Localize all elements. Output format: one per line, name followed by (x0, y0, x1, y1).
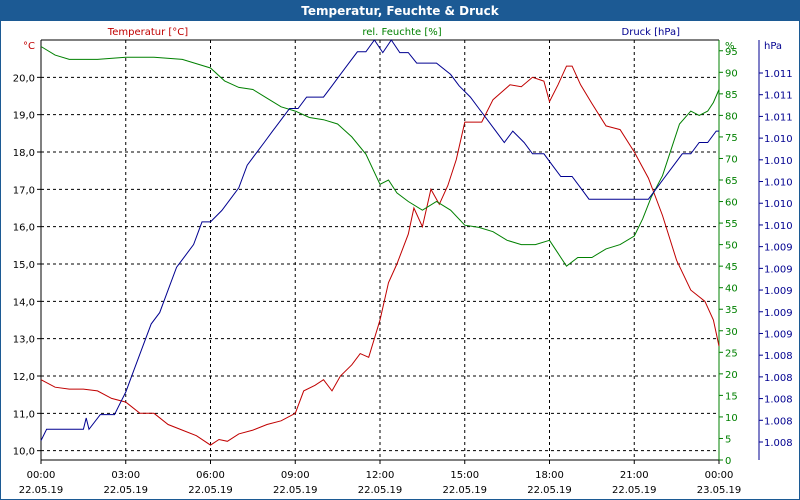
x-tick-time: 06:00 (196, 470, 225, 481)
y-humidity-tick-label: 40 (725, 284, 738, 295)
axis-labels: °C% hPa Temperatur [°C] rel. Feuchte [%] Dru… (23, 27, 782, 52)
y-humidity-tick-label: 60 (725, 198, 738, 209)
y-humidity-tick-label: 10 (725, 413, 738, 424)
y-pressure-tick-label: 1.011 (764, 69, 793, 80)
y-pressure-tick-label: 1.009 (764, 264, 793, 275)
humidity-unit-label: % (725, 41, 735, 52)
y-humidity-tick-label: 45 (725, 262, 738, 273)
y-humidity-tick-label: 20 (725, 370, 738, 381)
y-humidity-tick-label: 15 (725, 391, 738, 402)
x-tick-date: 22.05.19 (188, 485, 233, 496)
y-pressure-tick-label: 1.010 (764, 134, 793, 145)
x-tick-time: 00:00 (705, 470, 734, 481)
chart-title: Temperatur, Feuchte & Druck (1, 1, 799, 21)
y-pressure-tick-label: 1.009 (764, 243, 793, 254)
y-humidity-tick-label: 35 (725, 305, 738, 316)
y-left-tick-label: 18,0 (13, 148, 35, 159)
y-pressure-tick-label: 1.008 (764, 416, 793, 427)
y-pressure-tick-label: 1.009 (764, 286, 793, 297)
y-pressure-tick-label: 1.010 (764, 199, 793, 210)
x-tick-time: 21:00 (620, 470, 649, 481)
y-pressure-tick-label: 1.009 (764, 308, 793, 319)
y-pressure-tick-label: 1.008 (764, 373, 793, 384)
pressure-unit-label: hPa (764, 41, 782, 52)
y-humidity-tick-label: 75 (725, 133, 738, 144)
y-pressure-tick-label: 1.009 (764, 329, 793, 340)
legend-temperature: Temperatur [°C] (107, 27, 188, 38)
y-humidity-tick-label: 95 (725, 47, 738, 58)
x-tick-date: 22.05.19 (442, 485, 487, 496)
y-left-tick-label: 11,0 (13, 409, 35, 420)
y-humidity-tick-label: 80 (725, 111, 738, 122)
series-line-humidity (40, 46, 720, 267)
x-tick-time: 00:00 (27, 470, 56, 481)
y-humidity-tick-label: 0 (725, 456, 731, 467)
x-tick-date: 22.05.19 (273, 485, 318, 496)
x-tick-date: 22.05.19 (19, 485, 64, 496)
y-left-tick-label: 16,0 (13, 223, 35, 234)
y-humidity-tick-label: 5 (725, 434, 731, 445)
y-left-tick-label: 17,0 (13, 185, 35, 196)
y-pressure-tick-label: 1.008 (764, 351, 793, 362)
y-pressure-tick-label: 1.011 (764, 91, 793, 102)
axis-lines (37, 39, 763, 464)
y-humidity-tick-label: 70 (725, 154, 738, 165)
y-left-tick-label: 15,0 (13, 260, 35, 271)
legend-pressure: Druck [hPa] (622, 27, 681, 38)
y-left-tick-label: 10,0 (13, 447, 35, 458)
y-left-tick-label: 19,0 (13, 111, 35, 122)
series-lines (40, 39, 720, 446)
x-tick-time: 03:00 (111, 470, 140, 481)
y-pressure-tick-label: 1.011 (764, 112, 793, 123)
x-tick-date: 22.05.19 (527, 485, 572, 496)
series-line-pressure (40, 39, 719, 441)
legend-humidity: rel. Feuchte [%] (362, 27, 441, 38)
y-humidity-tick-label: 50 (725, 241, 738, 252)
grid-lines (41, 40, 719, 460)
x-tick-time: 15:00 (450, 470, 479, 481)
y-pressure-tick-label: 1.008 (764, 395, 793, 406)
y-pressure-tick-label: 1.008 (764, 438, 793, 449)
tick-labels: 00:00 22.05.19 03:00 22.05.19 06:00 22.05.19 0… (13, 47, 793, 496)
y-humidity-tick-label: 90 (725, 68, 738, 79)
y-left-tick-label: 20,0 (13, 73, 35, 84)
x-tick-date: 22.05.19 (612, 485, 657, 496)
y-humidity-tick-label: 30 (725, 327, 738, 338)
x-tick-time: 18:00 (535, 470, 564, 481)
y-pressure-tick-label: 1.010 (764, 221, 793, 232)
y-pressure-tick-label: 1.010 (764, 156, 793, 167)
y-humidity-tick-label: 85 (725, 90, 738, 101)
y-left-tick-label: 12,0 (13, 372, 35, 383)
series-line-temperature (40, 65, 720, 446)
y-humidity-tick-label: 65 (725, 176, 738, 187)
y-pressure-tick-label: 1.010 (764, 178, 793, 189)
x-tick-date: 23.05.19 (697, 485, 742, 496)
y-humidity-tick-label: 55 (725, 219, 738, 230)
y-humidity-tick-label: 25 (725, 348, 738, 359)
y-left-tick-label: 13,0 (13, 335, 35, 346)
x-tick-time: 09:00 (281, 470, 310, 481)
x-tick-date: 22.05.19 (358, 485, 403, 496)
x-tick-time: 12:00 (366, 470, 395, 481)
x-tick-date: 22.05.19 (103, 485, 148, 496)
y-left-tick-label: 14,0 (13, 297, 35, 308)
temperature-unit-label: °C (23, 41, 35, 52)
